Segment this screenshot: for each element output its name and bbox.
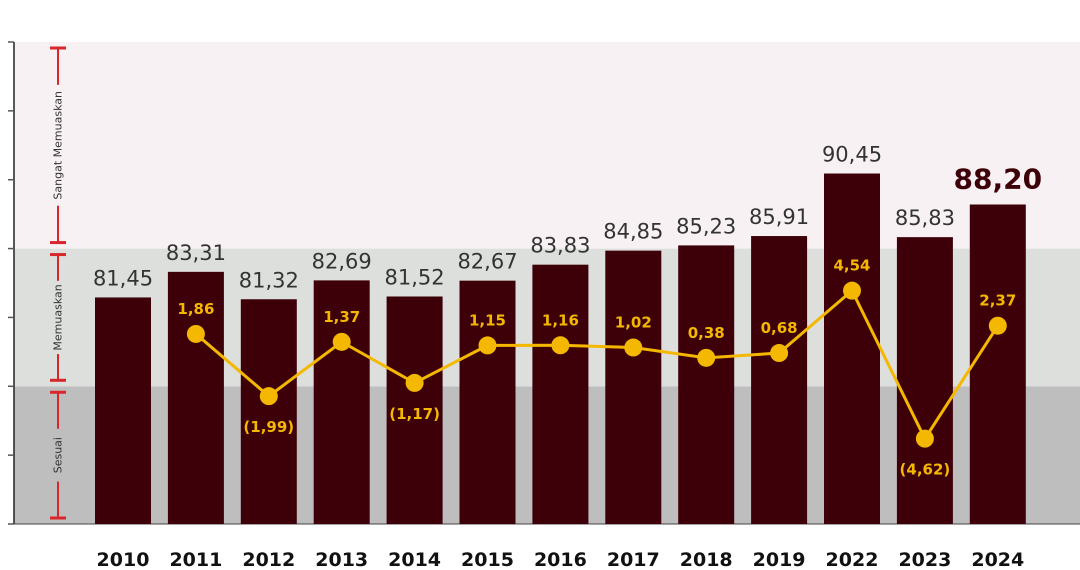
bar-value-label: 90,45 — [822, 143, 882, 167]
bar-value-label: 82,67 — [457, 250, 517, 274]
x-tick-label: 2023 — [898, 549, 951, 570]
bar-value-label: 82,69 — [312, 249, 372, 273]
bar-2015 — [459, 280, 516, 524]
growth-label: 1,86 — [177, 300, 214, 318]
growth-label: 1,02 — [615, 314, 652, 332]
x-tick-label: 2011 — [169, 549, 222, 570]
x-tick-label: 2019 — [753, 549, 806, 570]
bar-2014 — [386, 296, 443, 524]
bar-2022 — [824, 173, 880, 524]
growth-point-2014 — [405, 373, 424, 392]
growth-label: 0,68 — [761, 319, 798, 337]
growth-label: 2,37 — [979, 292, 1016, 310]
bar-2012 — [240, 299, 297, 524]
bar-value-label: 83,31 — [166, 241, 226, 265]
x-tick-label: 2010 — [97, 549, 150, 570]
bar-value-label: 84,85 — [603, 220, 663, 244]
bar-value-label: 83,83 — [530, 234, 590, 258]
growth-label: 1,16 — [542, 311, 579, 329]
band-label: Memuaskan — [52, 284, 65, 350]
growth-label: (1,17) — [389, 405, 440, 423]
growth-point-2012 — [259, 387, 278, 406]
growth-point-2013 — [332, 332, 351, 351]
bar-value-label: 85,23 — [676, 214, 736, 238]
growth-label: 1,37 — [323, 308, 360, 326]
bar-2023 — [896, 237, 953, 524]
bar-2011 — [167, 271, 224, 524]
x-tick-label: 2015 — [461, 549, 514, 570]
growth-point-2011 — [186, 324, 205, 343]
growth-point-2017 — [624, 338, 643, 357]
growth-label: 0,38 — [688, 324, 725, 342]
bar-value-label: 81,32 — [239, 268, 299, 292]
bar-2013 — [313, 280, 370, 524]
growth-point-2023 — [915, 429, 934, 448]
x-tick-label: 2013 — [315, 549, 368, 570]
growth-point-2019 — [770, 344, 789, 363]
growth-point-2018 — [697, 348, 716, 367]
x-tick-label: 2018 — [680, 549, 733, 570]
bar-2024 — [969, 204, 1026, 524]
x-tick-label: 2017 — [607, 549, 660, 570]
x-tick-label: 2016 — [534, 549, 587, 570]
growth-point-2015 — [478, 336, 497, 355]
bar-value-label: 81,45 — [93, 266, 153, 290]
band-label: Sesuai — [52, 437, 65, 473]
growth-label: 4,54 — [833, 257, 870, 275]
bar-value-label: 85,83 — [895, 206, 955, 230]
growth-label: 1,15 — [469, 311, 506, 329]
growth-point-2024 — [988, 316, 1007, 335]
x-tick-label: 2012 — [242, 549, 295, 570]
bar-2016 — [532, 264, 589, 524]
growth-point-2016 — [551, 336, 570, 355]
x-tick-label: 2014 — [388, 549, 441, 570]
band-label: Sangat Memuaskan — [52, 91, 65, 200]
x-tick-label: 2024 — [971, 549, 1024, 570]
growth-line — [194, 288, 1000, 442]
band-sangat-memuaskan — [14, 42, 1080, 249]
bar-2017 — [605, 250, 662, 524]
growth-point-2022 — [843, 281, 861, 300]
bar-2019 — [751, 236, 808, 524]
x-tick-label: 2022 — [826, 549, 879, 570]
bar-2010 — [95, 297, 151, 524]
bar-value-label: 81,52 — [385, 265, 445, 289]
bar-2018 — [678, 245, 735, 525]
bar-value-label: 88,20 — [954, 163, 1043, 196]
growth-label: (4,62) — [900, 461, 951, 479]
growth-label: (1,99) — [243, 418, 294, 436]
bar-value-label: 85,91 — [749, 205, 809, 229]
